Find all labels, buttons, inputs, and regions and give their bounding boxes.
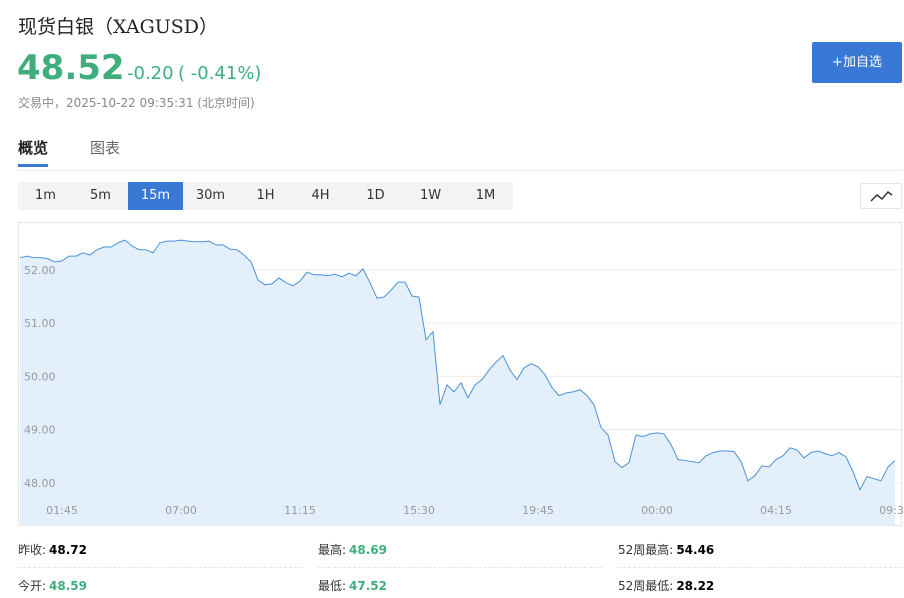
stat: 今开: 48.59 — [18, 577, 87, 594]
y-tick-label: 52.00 — [24, 264, 56, 277]
stat-value: 28.22 — [676, 579, 715, 593]
x-tick-label: 09:30 — [879, 504, 904, 517]
period-button[interactable]: 1H — [256, 188, 275, 203]
divider — [18, 567, 302, 568]
stat: 52周最高: 54.46 — [618, 541, 714, 558]
x-tick-label: 01:45 — [46, 504, 78, 517]
plot-frame — [18, 222, 902, 526]
stat-value: 47.52 — [349, 579, 388, 593]
area — [20, 240, 895, 525]
period-button[interactable]: 1W — [419, 188, 442, 203]
stat-label: 昨收: — [18, 543, 47, 557]
x-tick-label: 07:00 — [165, 504, 197, 517]
stat: 最低: 47.52 — [318, 577, 387, 594]
x-tick-label: 00:00 — [641, 504, 673, 517]
stat-value: 48.69 — [349, 543, 388, 557]
price: 48.52 — [17, 48, 125, 88]
period-button[interactable]: 15m — [128, 182, 183, 210]
title: 现货白银（XAGUSD） — [18, 16, 219, 38]
period-button[interactable]: 1m — [35, 188, 56, 203]
stat-label: 今开: — [18, 579, 47, 593]
x-tick-label: 19:45 — [522, 504, 554, 517]
period-bar — [18, 182, 513, 210]
stat-value: 48.72 — [49, 543, 88, 557]
period-button[interactable]: 1D — [366, 188, 385, 203]
divider — [318, 567, 602, 568]
stat: 最高: 48.69 — [318, 541, 387, 558]
stat-label: 最低: — [318, 579, 347, 593]
tab[interactable]: 概览 — [18, 137, 49, 167]
stat-label: 52周最高: — [618, 543, 674, 557]
add-watchlist[interactable]: +加自选 — [812, 42, 902, 83]
tab[interactable]: 图表 — [90, 139, 121, 157]
period-button[interactable]: 30m — [195, 188, 226, 203]
status: 交易中，2025-10-22 09:35:31 (北京时间) — [18, 96, 255, 110]
stat-value: 54.46 — [676, 543, 715, 557]
divider — [618, 567, 902, 568]
chart: 48.00 49.00 50.00 51.00 52.00 01:45 07:00 11:15… — [18, 222, 904, 526]
period-button[interactable]: 4H — [311, 188, 330, 203]
period-button[interactable]: 5m — [90, 188, 111, 203]
x-tick-label: 11:15 — [284, 504, 316, 517]
y-tick-label: 51.00 — [24, 317, 56, 330]
stat-label: 52周最低: — [618, 579, 674, 593]
chart-style-button[interactable] — [860, 183, 902, 209]
stat: 52周最低: 28.22 — [618, 577, 714, 594]
stat-label: 最高: — [318, 543, 347, 557]
stat-value: 48.59 — [49, 579, 88, 593]
x-tick-label: 15:30 — [403, 504, 435, 517]
icon — [870, 190, 893, 202]
separator — [18, 170, 902, 171]
stat: 昨收: 48.72 — [18, 541, 87, 558]
change: -0.20 — [127, 63, 174, 84]
y-tick-label: 50.00 — [24, 370, 56, 383]
y-tick-label: 49.00 — [24, 424, 56, 437]
change-pct: ( -0.41%) — [178, 63, 262, 84]
y-tick-label: 48.00 — [24, 477, 56, 490]
period-button[interactable]: 1M — [475, 188, 496, 203]
x-tick-label: 04:15 — [760, 504, 792, 517]
line — [19, 239, 896, 492]
